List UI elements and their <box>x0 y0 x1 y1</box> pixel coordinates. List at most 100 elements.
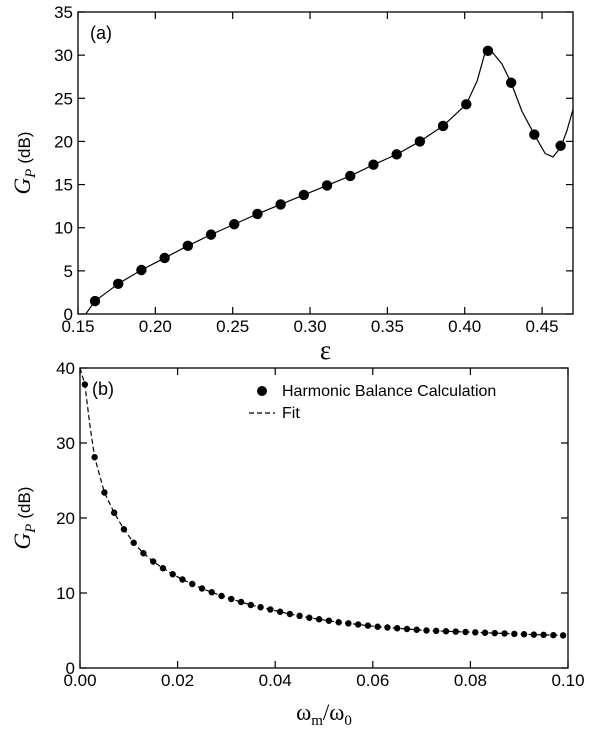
data-point <box>501 630 508 637</box>
data-point <box>384 624 391 631</box>
x-axis-label: ε <box>320 335 331 365</box>
x-tick-label: 0.04 <box>259 671 292 690</box>
legend-label: Fit <box>282 405 300 422</box>
data-point <box>110 509 118 516</box>
data-point <box>296 612 303 620</box>
data-point <box>520 631 528 638</box>
data-point <box>169 571 176 578</box>
data-point <box>286 610 294 618</box>
data-point <box>345 620 352 627</box>
data-point <box>345 170 356 182</box>
x-tick-label: 0.25 <box>216 317 249 336</box>
y-tick-label: 30 <box>56 434 75 453</box>
data-point <box>442 628 450 635</box>
x-tick-label: 0.10 <box>551 671 584 690</box>
x-tick-label: 0.30 <box>293 317 326 336</box>
x-axis-label: ωm/ω0 <box>296 700 352 729</box>
x-tick-label: 0.08 <box>454 671 487 690</box>
x-tick-label: 0.40 <box>448 317 481 336</box>
y-tick-label: 10 <box>56 584 75 603</box>
data-point <box>150 558 157 565</box>
x-tick-label: 0.45 <box>526 317 559 336</box>
x-label-sub-m: m <box>311 713 323 729</box>
data-point <box>462 628 469 636</box>
data-point <box>205 229 217 240</box>
y-label-symbol: G <box>10 532 35 549</box>
y-axis-label: GP (dB) <box>10 487 39 550</box>
y-label-subscript: P <box>23 169 39 179</box>
data-point <box>91 454 98 461</box>
panel-b: 0.00 0.02 0.04 0.06 0.08 0.10 0 10 20 30 40 (b) GP (d… <box>10 359 585 729</box>
y-tick-label: 10 <box>54 219 73 238</box>
data-point <box>481 629 489 636</box>
data-point <box>559 632 567 639</box>
data-point <box>335 619 342 626</box>
data-point <box>394 625 401 632</box>
plot-frame <box>79 367 569 669</box>
y-tick-label: 15 <box>54 176 73 195</box>
y-tick-label: 5 <box>64 262 73 281</box>
y-tick-label: 20 <box>54 132 73 151</box>
data-point <box>452 628 459 635</box>
panel-label: (a) <box>90 23 112 43</box>
data-point <box>267 606 274 613</box>
data-point <box>89 295 101 307</box>
y-tick-label: 40 <box>56 359 75 378</box>
data-point <box>315 616 323 623</box>
data-point <box>550 631 557 639</box>
data-point <box>247 601 254 609</box>
data-point <box>368 159 379 170</box>
y-label-unit: (dB) <box>15 487 34 519</box>
panel-label: (b) <box>92 379 114 399</box>
data-point <box>237 598 245 606</box>
x-tick-label: 0.35 <box>371 317 404 336</box>
y-tick-label: 20 <box>56 509 75 528</box>
data-point <box>252 208 263 220</box>
data-point <box>555 140 566 151</box>
data-point <box>120 526 128 533</box>
y-tick-label: 35 <box>54 3 73 22</box>
data-point <box>413 626 420 633</box>
data-point <box>179 576 186 583</box>
x-tick-label: 0.00 <box>63 671 96 690</box>
x-tick-label: 0.06 <box>356 671 389 690</box>
data-point <box>101 489 108 496</box>
data-point <box>198 585 206 592</box>
y-tick-label: 0 <box>64 305 73 324</box>
data-point <box>306 614 313 621</box>
data-point <box>354 621 362 628</box>
y-tick-label: 30 <box>54 46 73 65</box>
legend-marker-points <box>257 386 267 396</box>
y-tick-label: 25 <box>54 89 73 108</box>
data-point <box>423 627 430 634</box>
data-point <box>511 630 518 638</box>
x-label-omega: ω <box>296 700 311 725</box>
data-point <box>403 625 411 633</box>
data-point <box>530 631 538 638</box>
data-point <box>364 622 372 629</box>
data-point <box>136 264 147 276</box>
y-label-unit: (dB) <box>15 132 34 164</box>
data-point <box>189 580 196 588</box>
fit-curve <box>80 368 568 637</box>
data-point <box>228 595 235 603</box>
data-point <box>298 189 310 201</box>
data-point <box>325 617 333 624</box>
data-point <box>529 129 540 140</box>
data-point <box>218 592 225 600</box>
data-point <box>276 608 284 615</box>
y-axis-label: GP (dB) <box>10 132 39 195</box>
x-tick-label: 0.15 <box>61 317 94 336</box>
data-point <box>229 219 240 230</box>
data-point <box>159 565 167 572</box>
plot-area <box>80 368 568 639</box>
data-point <box>140 550 147 557</box>
x-tick-label: 0.02 <box>161 671 194 690</box>
data-point <box>113 278 124 289</box>
data-point <box>391 149 402 160</box>
data-point <box>540 631 547 639</box>
data-point <box>433 627 440 635</box>
data-point <box>505 77 517 88</box>
data-point <box>275 199 286 210</box>
